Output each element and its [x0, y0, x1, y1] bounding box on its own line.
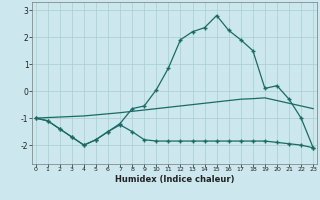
X-axis label: Humidex (Indice chaleur): Humidex (Indice chaleur) [115, 175, 234, 184]
